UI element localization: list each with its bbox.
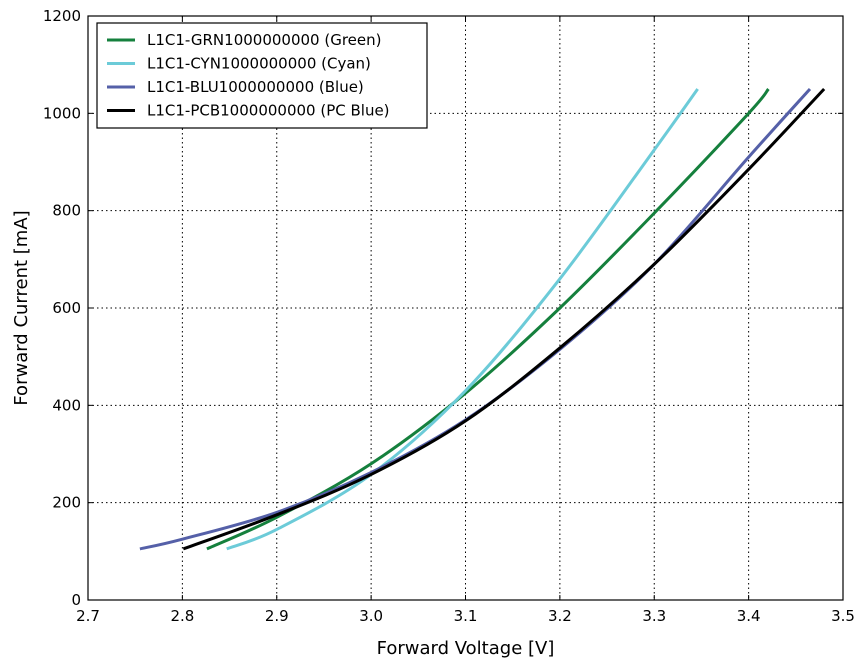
series-line-1 bbox=[226, 88, 699, 551]
tick-labels: 2.7 2.8 2.9 3.0 3.1 3.2 3.3 3.4 3.5 0 200 400 600 800… bbox=[43, 7, 855, 625]
y-tick-label: 400 bbox=[52, 396, 81, 414]
x-tick-label: 3.3 bbox=[642, 607, 666, 625]
y-tick-label: 1200 bbox=[43, 7, 81, 25]
legend: L1C1-GRN1000000000 (Green) L1C1-CYN100000… bbox=[96, 22, 428, 129]
axis-ticks bbox=[87, 15, 844, 601]
legend-label: L1C1-CYN1000000000 (Cyan) bbox=[147, 55, 371, 73]
x-tick-label: 3.5 bbox=[831, 607, 855, 625]
x-tick-label: 2.8 bbox=[170, 607, 194, 625]
legend-label: L1C1-GRN1000000000 (Green) bbox=[147, 31, 381, 49]
y-tick-label: 200 bbox=[52, 494, 81, 512]
y-tick-label: 600 bbox=[52, 299, 81, 317]
y-tick-label: 800 bbox=[52, 202, 81, 220]
y-tick-label: 1000 bbox=[43, 104, 81, 122]
series-layer bbox=[139, 87, 826, 551]
y-tick-label: 0 bbox=[71, 591, 81, 609]
legend-box bbox=[96, 22, 428, 129]
x-tick-label: 3.0 bbox=[359, 607, 383, 625]
legend-label: L1C1-PCB1000000000 (PC Blue) bbox=[147, 102, 390, 120]
y-axis-label: Forward Current [mA] bbox=[11, 210, 32, 405]
x-tick-label: 3.1 bbox=[454, 607, 478, 625]
x-tick-label: 3.4 bbox=[737, 607, 761, 625]
x-tick-label: 2.9 bbox=[265, 607, 289, 625]
x-tick-label: 2.7 bbox=[76, 607, 100, 625]
series-line-3 bbox=[182, 87, 826, 551]
legend-label: L1C1-BLU1000000000 (Blue) bbox=[147, 78, 364, 96]
x-tick-label: 3.2 bbox=[548, 607, 572, 625]
x-axis-label: Forward Voltage [V] bbox=[377, 638, 555, 659]
